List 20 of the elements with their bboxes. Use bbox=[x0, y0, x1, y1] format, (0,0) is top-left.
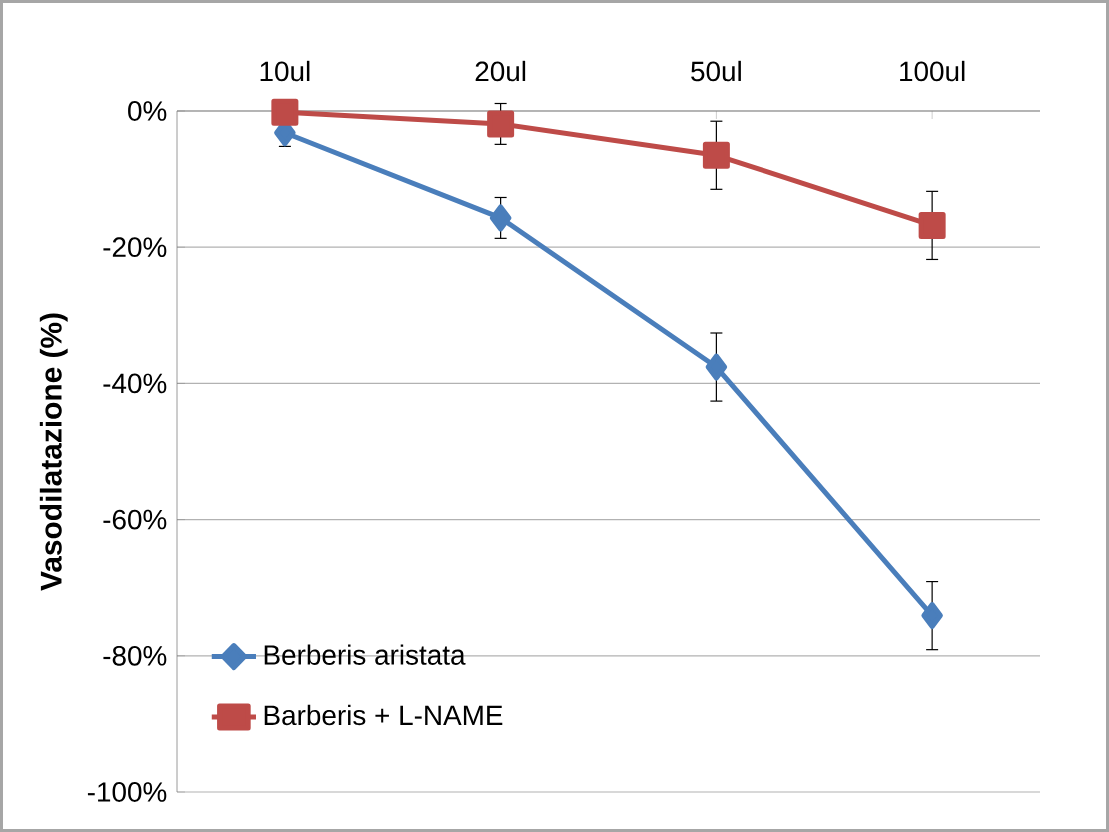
x-tick-label: 100ul bbox=[900, 60, 965, 82]
point bbox=[702, 141, 730, 169]
legend-label: Barberis + L-NAME bbox=[264, 704, 503, 726]
y-tick-label: -40% bbox=[103, 373, 167, 394]
point bbox=[921, 602, 943, 630]
point bbox=[705, 353, 728, 381]
point bbox=[271, 98, 299, 126]
x-tick-label: 10ul bbox=[260, 60, 310, 82]
x-tick-label: 50ul bbox=[691, 60, 741, 82]
y-axis-title: Vasodilatazione (%) bbox=[39, 313, 68, 591]
y-tick-label: -80% bbox=[103, 645, 167, 666]
y-tick-label: -60% bbox=[103, 509, 167, 530]
legend-label: Berberis aristata bbox=[264, 644, 466, 665]
x-tick-label: 20ul bbox=[475, 60, 526, 82]
y-tick-label: -20% bbox=[103, 237, 167, 258]
y-tick-label: -100% bbox=[87, 782, 167, 802]
y-tick-label: 0% bbox=[128, 101, 167, 121]
point bbox=[489, 204, 512, 232]
point bbox=[918, 211, 946, 239]
point bbox=[487, 110, 515, 138]
